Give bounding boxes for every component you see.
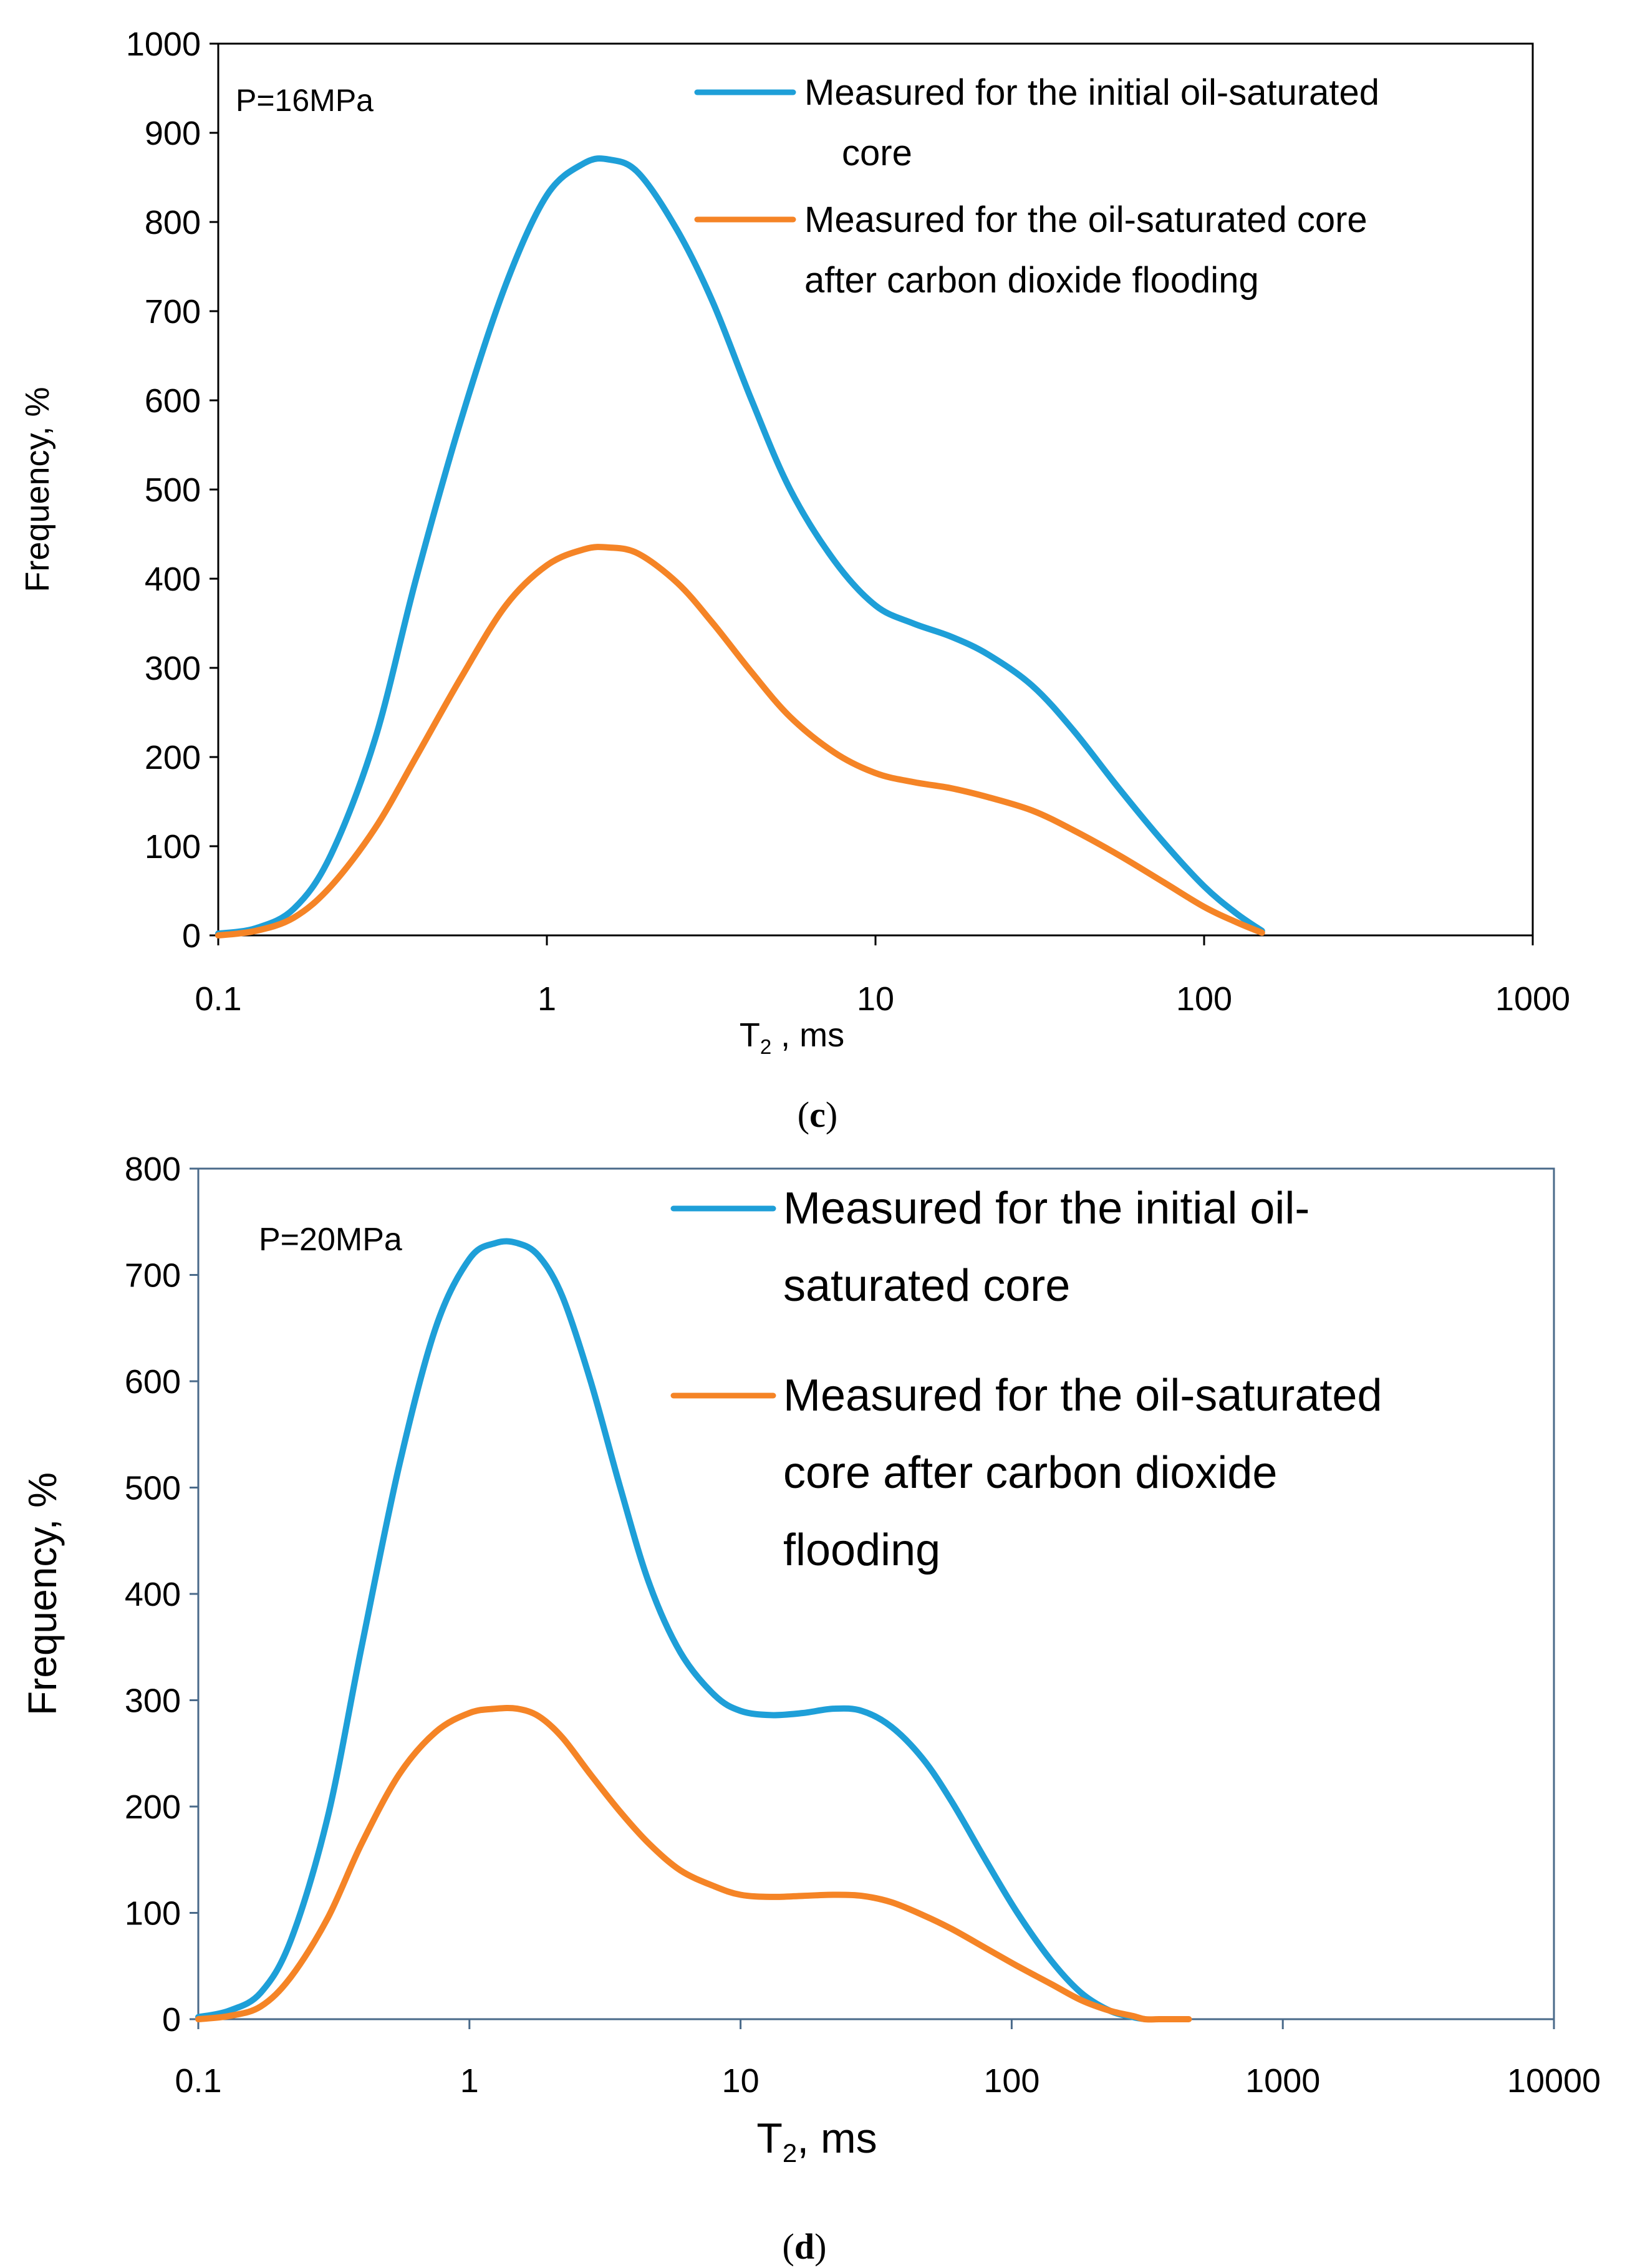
y-tick-label: 400 bbox=[145, 561, 201, 598]
x-tick-label: 0.1 bbox=[175, 2062, 221, 2100]
y-axis-title: Frequency, % bbox=[19, 387, 56, 592]
y-tick-label: 800 bbox=[145, 204, 201, 241]
panel-caption-d: (d) bbox=[783, 2226, 827, 2267]
y-tick-label: 400 bbox=[125, 1576, 181, 1613]
y-tick-label: 700 bbox=[145, 293, 201, 331]
pressure-annotation: P=16MPa bbox=[236, 83, 374, 118]
y-tick-label: 800 bbox=[125, 1151, 181, 1188]
y-tick-label: 500 bbox=[125, 1470, 181, 1507]
x-axis-title: T2, ms bbox=[756, 2115, 877, 2168]
y-axis-title: Frequency, % bbox=[20, 1472, 65, 1715]
legend-label-line: saturated core bbox=[783, 1261, 1070, 1311]
x-tick-label: 100 bbox=[983, 2062, 1039, 2100]
y-tick-label: 100 bbox=[125, 1895, 181, 1933]
chart-panel-d: (d) 0 100 200 300 400 500 600 700 800 0.1 1 10 100 10… bbox=[20, 1151, 1601, 2267]
y-tick-label: 300 bbox=[145, 650, 201, 687]
series-line-initial bbox=[215, 155, 1265, 937]
x-tick-label: 1 bbox=[538, 980, 556, 1018]
panel-caption-c: (c) bbox=[798, 1094, 837, 1135]
pressure-annotation: P=20MPa bbox=[259, 1222, 402, 1258]
y-tick-label: 0 bbox=[182, 917, 201, 955]
legend-label-line: flooding bbox=[783, 1525, 940, 1575]
chart-panel-c: (c) 0 100 200 300 400 500 600 700 800 900 1000 0.1 1… bbox=[19, 26, 1570, 1135]
legend-label-line: Measured for the initial oil- bbox=[783, 1184, 1309, 1233]
legend-label-line: core after carbon dioxide bbox=[783, 1448, 1277, 1498]
x-tick-label: 1000 bbox=[1495, 980, 1570, 1018]
x-tick-label: 10000 bbox=[1507, 2062, 1601, 2100]
y-tick-label: 900 bbox=[145, 115, 201, 152]
x-tick-label: 0.1 bbox=[195, 980, 241, 1018]
legend: Measured for the initial oil-saturated c… bbox=[670, 1184, 1382, 1575]
x-tick-label: 10 bbox=[857, 980, 894, 1018]
y-tick-label: 0 bbox=[162, 2001, 181, 2039]
y-tick-label: 200 bbox=[145, 739, 201, 776]
legend-label-line: Measured for the oil-saturated core bbox=[804, 200, 1367, 240]
y-tick-label: 1000 bbox=[126, 26, 201, 63]
series-line-after-co2 bbox=[215, 544, 1265, 939]
y-tick-label: 700 bbox=[125, 1257, 181, 1295]
x-tick-label: 1 bbox=[460, 2062, 479, 2100]
y-tick-label: 600 bbox=[125, 1363, 181, 1401]
series-line-after-co2 bbox=[195, 1704, 1192, 2023]
x-tick-label: 1000 bbox=[1245, 2062, 1320, 2100]
series-line-initial bbox=[195, 1238, 1148, 2022]
legend-label-line: after carbon dioxide flooding bbox=[804, 260, 1259, 301]
y-tick-label: 600 bbox=[145, 382, 201, 420]
legend-label-line: Measured for the oil-saturated bbox=[783, 1371, 1382, 1421]
legend-label-line: Measured for the initial oil-saturated bbox=[804, 72, 1379, 113]
legend-label-line: core bbox=[842, 133, 912, 173]
legend: Measured for the initial oil-saturated co… bbox=[694, 72, 1379, 301]
x-tick-label: 10 bbox=[722, 2062, 760, 2100]
y-tick-label: 500 bbox=[145, 471, 201, 509]
y-tick-label: 300 bbox=[125, 1682, 181, 1720]
y-tick-label: 100 bbox=[145, 828, 201, 866]
y-tick-label: 200 bbox=[125, 1788, 181, 1826]
x-tick-label: 100 bbox=[1176, 980, 1232, 1018]
x-axis-title: T2 , ms bbox=[740, 1016, 844, 1058]
